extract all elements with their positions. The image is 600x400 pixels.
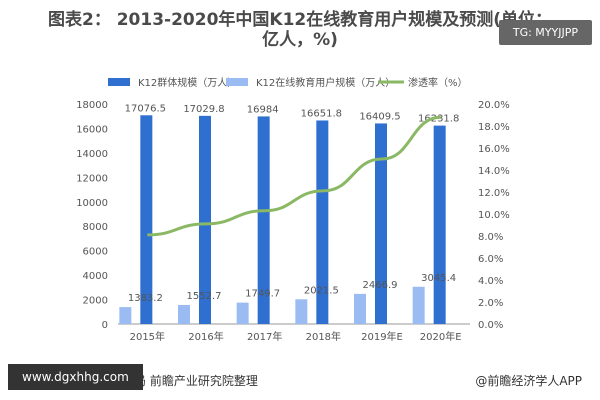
bar-k12-population: [375, 123, 387, 324]
tg-badge: TG: MYYJJPP: [498, 20, 592, 45]
y-right-tick-label: 18.0%: [478, 122, 510, 133]
bar-k12-population: [257, 116, 270, 324]
chart-title-line2: 亿人，%): [262, 30, 338, 50]
bar-k12-online-users-value: 1749.7: [245, 289, 280, 300]
y-left-tick-label: 6000: [83, 247, 108, 258]
legend-label: K12在线教育用户规模（万人）: [256, 76, 395, 89]
bar-k12-online-users: [295, 299, 308, 324]
y-right-tick-label: 16.0%: [478, 144, 510, 155]
y-right-tick-label: 2.0%: [478, 298, 503, 309]
bar-k12-population: [199, 115, 211, 324]
y-left-tick-label: 2000: [83, 296, 108, 307]
bar-k12-online-users: [354, 293, 366, 324]
y-left-tick-label: 8000: [83, 222, 108, 233]
chart-title-line1: 图表2： 2013-2020年中国K12在线教育用户规模及预测(单位：: [47, 10, 553, 30]
chart-title: 图表2： 2013-2020年中国K12在线教育用户规模及预测(单位： 亿人，%…: [0, 10, 600, 50]
legend-label: K12群体规模（万人）: [138, 76, 237, 89]
bar-k12-population-value: 17029.8: [183, 104, 224, 115]
bar-k12-population: [433, 125, 446, 325]
y-right-tick-label: 10.0%: [478, 210, 510, 221]
y-left-tick-label: 4000: [83, 271, 108, 282]
y-right-tick-label: 4.0%: [478, 276, 503, 287]
bar-k12-population-value: 16984: [247, 104, 279, 115]
bar-k12-online-users-value: 2021.5: [304, 285, 339, 296]
y-left-tick-label: 14000: [76, 149, 108, 160]
bar-k12-population-value: 16651.8: [301, 108, 342, 119]
bar-k12-online-users: [119, 307, 132, 324]
bar-k12-online-users: [178, 305, 190, 324]
bar-k12-population-value: 16231.8: [418, 114, 459, 125]
bar-k12-online-users-value: 3045.4: [421, 273, 456, 284]
x-tick-label: 2015年: [130, 330, 165, 343]
bar-k12-population: [140, 115, 153, 324]
legend-swatch-bar: [226, 78, 248, 86]
y-right-tick-label: 14.0%: [478, 166, 510, 177]
bar-k12-online-users-value: 1552.7: [187, 291, 222, 302]
x-tick-label: 2020年E: [420, 330, 462, 343]
bar-k12-online-users: [236, 302, 249, 324]
y-right-tick-label: 12.0%: [478, 188, 510, 199]
bar-k12-population-value: 17076.5: [125, 103, 166, 114]
y-right-tick-label: 8.0%: [478, 232, 503, 243]
brand-credit: @前瞻经济学人APP: [475, 374, 582, 388]
x-tick-label: 2017年: [247, 330, 282, 343]
y-left-tick-label: 12000: [76, 173, 108, 184]
y-left-tick-label: 10000: [76, 198, 108, 209]
y-right-tick-label: 20.0%: [478, 100, 510, 111]
legend-swatch-bar: [108, 78, 130, 86]
y-left-tick-label: 18000: [76, 100, 108, 111]
x-tick-label: 2018年: [306, 330, 341, 343]
bar-k12-online-users-value: 1383.2: [128, 293, 163, 304]
bar-k12-population-value: 16409.5: [359, 111, 400, 122]
y-right-tick-label: 6.0%: [478, 254, 503, 265]
bar-k12-population: [316, 120, 329, 324]
penetration-rate-line: [147, 115, 441, 237]
bar-k12-online-users: [412, 286, 425, 324]
x-tick-label: 2019年E: [361, 330, 403, 343]
url-watermark: www.dgxhhg.com: [8, 364, 143, 390]
y-right-tick-label: 0.0%: [478, 320, 503, 331]
y-left-tick-label: 0: [102, 320, 108, 331]
y-left-tick-label: 16000: [76, 124, 108, 135]
x-tick-label: 2016年: [188, 330, 223, 343]
bar-k12-online-users-value: 2466.9: [363, 280, 398, 291]
legend-label: 渗透率（%）: [408, 76, 468, 89]
